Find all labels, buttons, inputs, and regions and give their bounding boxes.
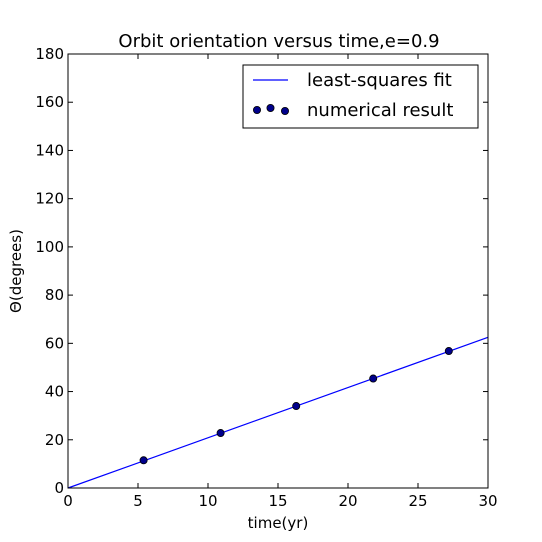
y-tick-label: 160 [35, 93, 64, 111]
y-tick-label: 20 [45, 431, 64, 449]
y-tick-label: 40 [45, 383, 64, 401]
x-tick-label: 30 [478, 492, 497, 510]
y-tick-label: 0 [54, 479, 64, 497]
y-axis-label: Θ(degrees) [7, 229, 25, 313]
x-tick-label: 10 [198, 492, 217, 510]
y-tick-label: 80 [45, 286, 64, 304]
legend: least-squares fit numerical result [243, 65, 478, 128]
chart-title: Orbit orientation versus time,e=0.9 [118, 31, 439, 52]
legend-dot-3 [281, 107, 288, 114]
data-point [445, 347, 452, 354]
x-tick-label: 20 [338, 492, 357, 510]
y-tick-label: 140 [35, 141, 64, 159]
legend-label-fit: least-squares fit [307, 70, 452, 91]
y-tick-label: 120 [35, 190, 64, 208]
y-tick-label: 60 [45, 334, 64, 352]
data-point [140, 457, 147, 464]
x-tick-label: 5 [133, 492, 143, 510]
legend-dot-1 [253, 106, 260, 113]
data-point [370, 375, 377, 382]
legend-label-numerical: numerical result [307, 100, 453, 121]
y-tick-label: 100 [35, 238, 64, 256]
data-point [293, 402, 300, 409]
x-tick-label: 0 [63, 492, 73, 510]
x-tick-label: 25 [408, 492, 427, 510]
data-point [217, 429, 224, 436]
legend-dot-2 [267, 104, 274, 111]
x-axis-label: time(yr) [248, 514, 309, 532]
y-tick-label: 180 [35, 45, 64, 63]
x-tick-label: 15 [268, 492, 287, 510]
